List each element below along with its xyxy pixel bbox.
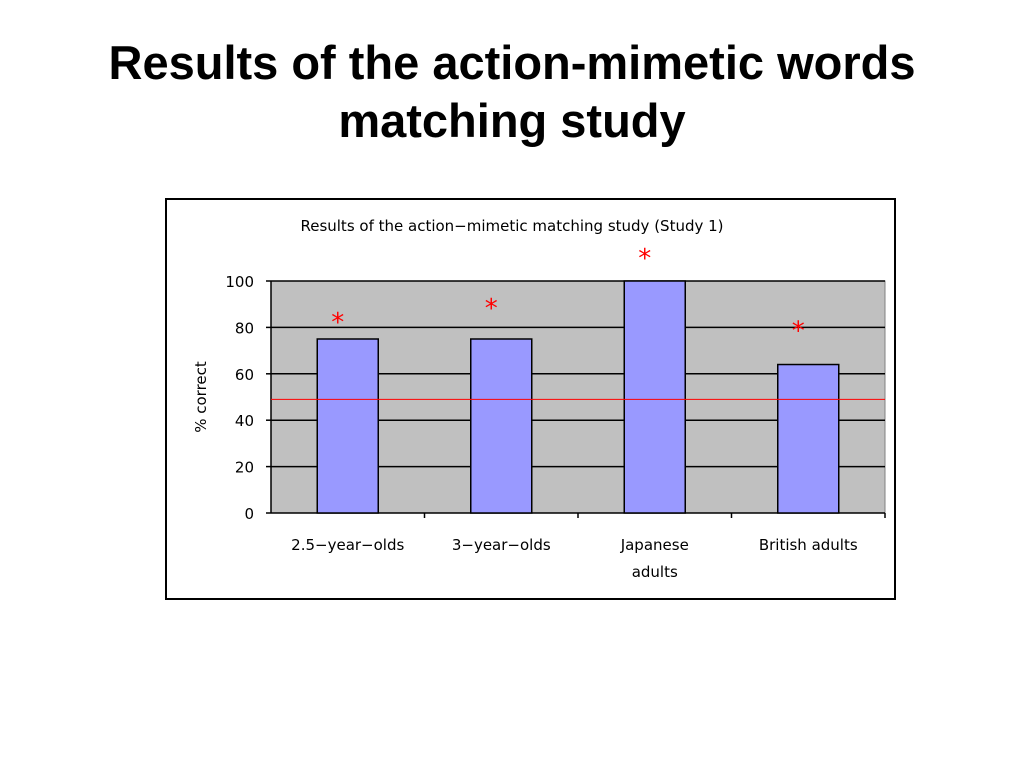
x-category-label: adults [632, 563, 678, 581]
bar-2 [623, 280, 686, 514]
y-axis-label: % correct [192, 361, 210, 433]
x-category-label: 2.5−year−olds [291, 536, 404, 554]
x-category-label: 3−year−olds [452, 536, 551, 554]
y-tick-label: 100 [225, 273, 254, 291]
x-category-label: Japanese [620, 536, 689, 554]
y-tick-label: 80 [235, 319, 254, 337]
bar-0 [316, 338, 379, 514]
y-tick-label: 40 [235, 412, 254, 430]
significance-marker: * [638, 244, 651, 274]
bar-chart: Results of the action−mimetic matching s… [192, 217, 886, 581]
bar-3 [777, 363, 840, 514]
significance-marker: * [485, 294, 498, 324]
slide-title: Results of the action-mimetic words matc… [0, 34, 1024, 150]
bar-1 [470, 338, 533, 514]
slide-title-line-2: matching study [338, 94, 686, 147]
y-tick-label: 20 [235, 459, 254, 477]
chart-title: Results of the action−mimetic matching s… [300, 217, 723, 235]
y-tick-label: 60 [235, 366, 254, 384]
significance-marker: * [792, 317, 805, 347]
slide-title-line-1: Results of the action-mimetic words [108, 36, 916, 89]
x-category-label: British adults [759, 536, 858, 554]
significance-marker: * [331, 308, 344, 338]
y-tick-label: 0 [244, 505, 254, 523]
chart-frame: Results of the action−mimetic matching s… [165, 198, 896, 600]
